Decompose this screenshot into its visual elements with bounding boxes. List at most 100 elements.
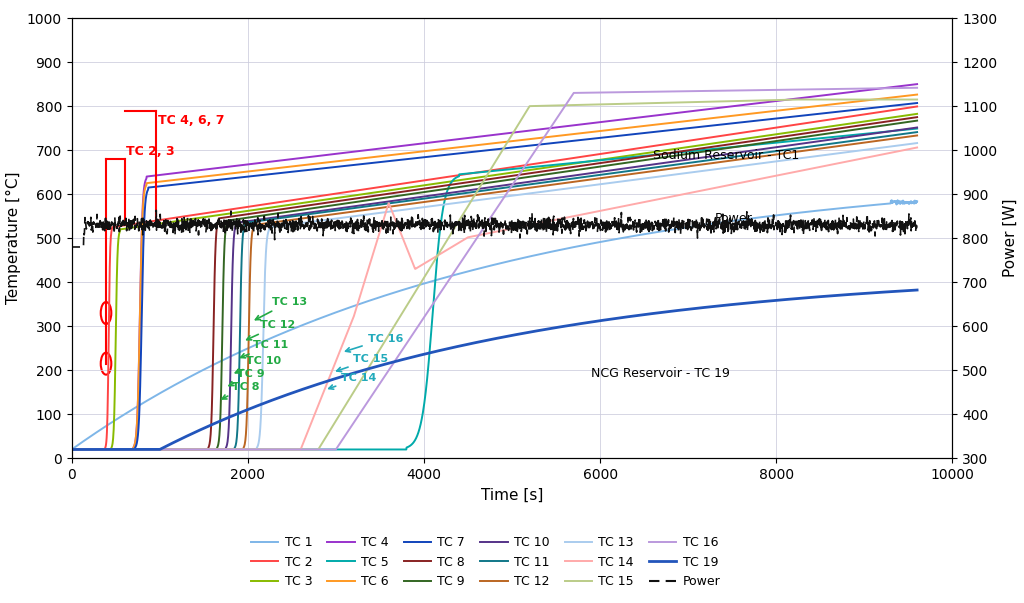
TC 6 bbox=[212, 171, 224, 178]
TC 16 bbox=[212, 446, 224, 453]
TC 13 bbox=[803, 153, 815, 160]
TC 8 bbox=[911, 113, 924, 121]
TC 6 bbox=[911, 91, 924, 98]
Line: TC 11: TC 11 bbox=[72, 132, 918, 449]
Line: TC 2: TC 2 bbox=[72, 107, 918, 449]
TC 12 bbox=[803, 147, 815, 154]
Power bbox=[427, 222, 439, 229]
TC 16 bbox=[894, 84, 906, 92]
Y-axis label: Power [W]: Power [W] bbox=[1002, 199, 1018, 277]
Line: TC 14: TC 14 bbox=[72, 148, 918, 449]
TC 10 bbox=[426, 192, 438, 199]
TC 13 bbox=[390, 207, 402, 215]
TC 10 bbox=[162, 446, 174, 453]
TC 14 bbox=[426, 255, 438, 262]
TC 2 bbox=[390, 181, 402, 188]
TC 6 bbox=[426, 147, 438, 154]
TC 7 bbox=[162, 182, 174, 189]
Text: TC 2, 3: TC 2, 3 bbox=[126, 145, 175, 157]
TC 10 bbox=[66, 446, 78, 453]
Power bbox=[390, 223, 402, 230]
TC 16 bbox=[162, 446, 174, 453]
TC 4 bbox=[66, 446, 78, 453]
Line: TC 10: TC 10 bbox=[72, 127, 918, 449]
Text: TC 12: TC 12 bbox=[247, 320, 295, 340]
TC 7 bbox=[66, 446, 78, 453]
TC 13 bbox=[894, 142, 906, 149]
TC 15 bbox=[895, 96, 907, 103]
TC 6 bbox=[390, 151, 402, 158]
TC 6 bbox=[66, 446, 78, 453]
TC 19 bbox=[426, 349, 438, 356]
TC 11 bbox=[426, 194, 438, 201]
Text: TC 14: TC 14 bbox=[329, 373, 377, 389]
TC 10 bbox=[212, 446, 224, 453]
TC 2 bbox=[212, 207, 224, 215]
TC 14 bbox=[390, 217, 402, 224]
TC 3 bbox=[803, 126, 815, 133]
Power bbox=[895, 221, 907, 229]
TC 14 bbox=[894, 147, 906, 154]
TC 10 bbox=[894, 126, 906, 133]
TC 2 bbox=[894, 106, 906, 113]
Line: TC 19: TC 19 bbox=[72, 290, 918, 449]
TC 1 bbox=[212, 359, 224, 366]
Text: NCG Reservoir - TC 19: NCG Reservoir - TC 19 bbox=[591, 367, 730, 380]
TC 5 bbox=[390, 446, 402, 453]
TC 9 bbox=[390, 192, 402, 200]
TC 7 bbox=[911, 99, 924, 107]
TC 1 bbox=[66, 446, 78, 453]
Power bbox=[804, 227, 816, 234]
TC 5 bbox=[66, 446, 78, 453]
TC 3 bbox=[390, 186, 402, 193]
TC 5 bbox=[803, 136, 815, 143]
TC 5 bbox=[162, 446, 174, 453]
Text: TC 8: TC 8 bbox=[222, 382, 259, 399]
TC 14 bbox=[803, 165, 815, 172]
Line: TC 12: TC 12 bbox=[72, 136, 918, 449]
Power bbox=[212, 223, 224, 230]
Text: TC 11: TC 11 bbox=[241, 340, 289, 358]
TC 2 bbox=[426, 175, 438, 183]
TC 4 bbox=[426, 139, 438, 146]
TC 14 bbox=[212, 446, 224, 453]
TC 1 bbox=[911, 198, 924, 205]
TC 4 bbox=[911, 81, 924, 88]
Power bbox=[162, 220, 174, 227]
TC 1 bbox=[390, 288, 402, 295]
TC 1 bbox=[803, 208, 815, 215]
TC 9 bbox=[212, 441, 224, 448]
TC 13 bbox=[212, 446, 224, 453]
TC 8 bbox=[894, 116, 906, 123]
TC 10 bbox=[390, 197, 402, 204]
TC 13 bbox=[426, 203, 438, 210]
TC 13 bbox=[911, 139, 924, 147]
Line: TC 15: TC 15 bbox=[72, 99, 918, 449]
TC 11 bbox=[162, 446, 174, 453]
TC 7 bbox=[894, 101, 906, 109]
TC 19 bbox=[803, 294, 815, 301]
TC 6 bbox=[894, 93, 906, 100]
TC 15 bbox=[787, 96, 800, 103]
TC 5 bbox=[911, 125, 924, 132]
TC 5 bbox=[894, 127, 906, 134]
TC 11 bbox=[390, 199, 402, 206]
TC 4 bbox=[212, 165, 224, 172]
TC 16 bbox=[390, 356, 402, 363]
TC 9 bbox=[894, 119, 906, 127]
TC 1 bbox=[162, 385, 174, 393]
TC 19 bbox=[212, 418, 224, 426]
TC 1 bbox=[895, 198, 907, 206]
Text: TC 10: TC 10 bbox=[236, 356, 282, 373]
TC 12 bbox=[66, 446, 78, 453]
TC 3 bbox=[66, 446, 78, 453]
Text: Sodium Reservoir - TC1: Sodium Reservoir - TC1 bbox=[653, 149, 799, 162]
Line: TC 16: TC 16 bbox=[72, 88, 918, 449]
TC 16 bbox=[426, 301, 438, 308]
TC 9 bbox=[426, 188, 438, 195]
TC 15 bbox=[911, 96, 924, 103]
TC 8 bbox=[426, 184, 438, 191]
TC 13 bbox=[162, 446, 174, 453]
Text: Power: Power bbox=[715, 212, 753, 225]
Text: TC 13: TC 13 bbox=[255, 297, 307, 320]
